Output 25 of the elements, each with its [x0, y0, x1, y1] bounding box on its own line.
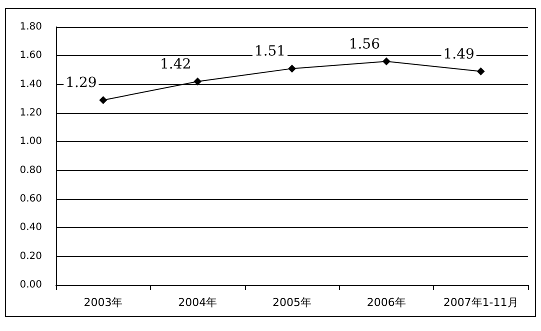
x-tick-label: 2004年	[178, 296, 218, 309]
data-label: 1.42	[160, 56, 192, 72]
point	[382, 57, 390, 66]
point	[476, 67, 485, 76]
point	[194, 77, 202, 86]
data-label: 1.49	[443, 46, 474, 62]
data-label: 1.51	[254, 44, 286, 60]
y-tick-label: 0.00	[20, 280, 42, 290]
x-tick-label: 2005年	[272, 296, 312, 309]
data-label: 1.29	[66, 75, 97, 92]
y-tick-label: 0.80	[20, 164, 42, 176]
y-tick-label: 1.80	[20, 22, 42, 32]
y-tick-label: 1.60	[20, 50, 42, 62]
x-tick-label: 2003年	[84, 296, 123, 309]
point	[99, 96, 108, 104]
point	[288, 64, 296, 73]
y-tick-label: 1.20	[20, 108, 42, 118]
x-tick-label: 2007年1-11月	[443, 296, 518, 309]
data-label: 1.56	[348, 36, 380, 52]
y-tick-label: 0.60	[20, 194, 42, 204]
x-tick-label: 2006年	[366, 296, 406, 309]
y-tick-label: 0.40	[20, 222, 42, 234]
y-tick-label: 1.00	[20, 136, 42, 148]
y-tick-label: 0.20	[20, 250, 42, 262]
y-tick-label: 1.40	[20, 78, 42, 90]
